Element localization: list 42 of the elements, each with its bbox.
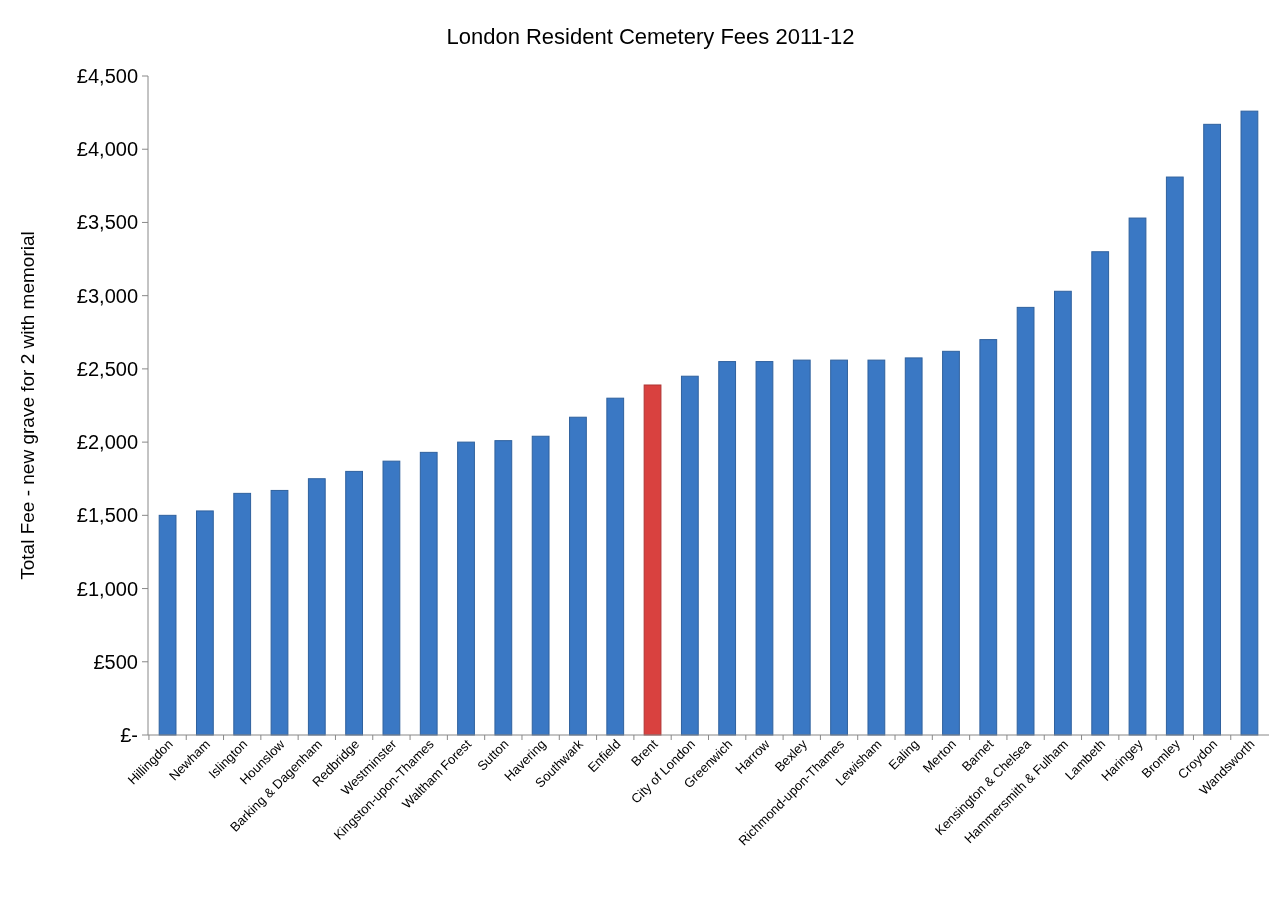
y-tick-label: £1,000 xyxy=(76,577,138,600)
y-tick-label: £3,500 xyxy=(76,211,138,234)
y-tick-label: £4,000 xyxy=(76,138,138,161)
bar xyxy=(830,359,848,736)
bar xyxy=(307,478,326,736)
y-tick-label: £4,500 xyxy=(76,65,138,87)
bar xyxy=(569,416,587,736)
bar xyxy=(1203,123,1222,736)
bar xyxy=(643,384,662,736)
bar xyxy=(382,460,401,736)
bar xyxy=(494,440,513,736)
bar xyxy=(158,514,177,736)
bar xyxy=(345,470,363,736)
y-tick-label: £- xyxy=(120,724,138,746)
bar xyxy=(792,359,811,736)
bar xyxy=(867,359,886,736)
bar xyxy=(718,361,737,736)
bar xyxy=(606,397,625,736)
bar xyxy=(1054,290,1072,736)
bar xyxy=(1128,217,1147,736)
y-tick-label: £500 xyxy=(93,650,138,673)
bar xyxy=(196,510,214,736)
bar xyxy=(1091,251,1110,736)
bar xyxy=(904,357,923,736)
bar xyxy=(233,492,252,736)
bar xyxy=(457,441,475,736)
bar xyxy=(1016,306,1035,736)
bar xyxy=(1165,176,1184,736)
bar xyxy=(680,375,699,736)
bar xyxy=(755,361,774,736)
bar xyxy=(419,451,438,736)
bar xyxy=(1240,110,1259,736)
chart-title: London Resident Cemetery Fees 2011-12 xyxy=(446,24,855,49)
y-axis-title: Total Fee - new grave for 2 with memorial xyxy=(17,231,38,580)
y-tick-label: £3,000 xyxy=(76,284,138,307)
bar xyxy=(531,435,550,736)
bar xyxy=(270,489,289,736)
y-tick-label: £1,500 xyxy=(76,504,138,527)
y-tick-label: £2,000 xyxy=(76,431,138,454)
bar xyxy=(979,339,998,736)
bar xyxy=(942,350,960,736)
y-tick-label: £2,500 xyxy=(76,357,138,380)
